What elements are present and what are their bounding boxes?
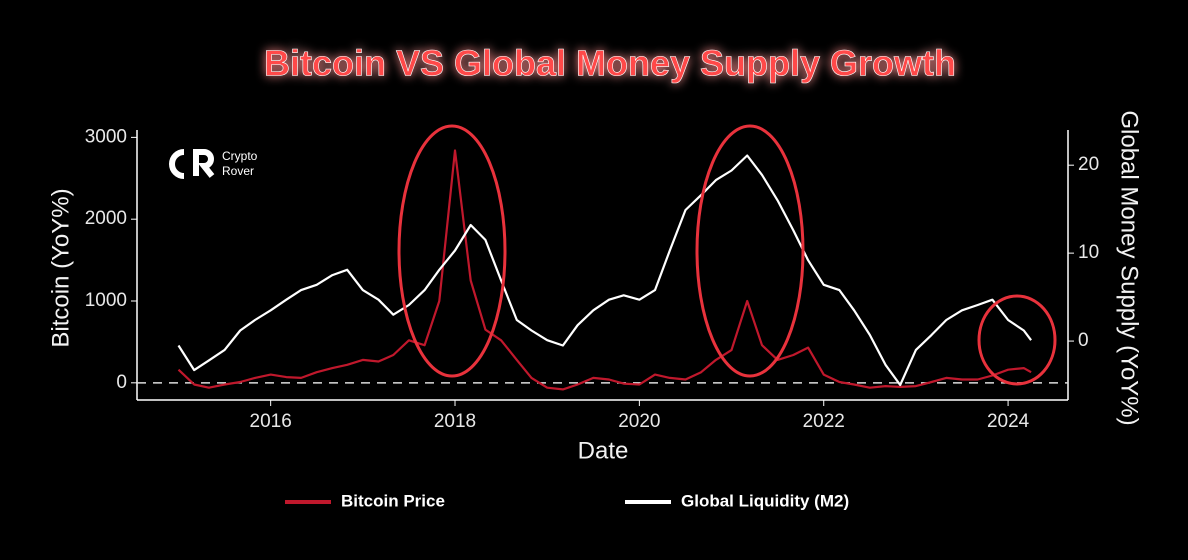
y2-tick-label: 0 [1078,330,1089,351]
y-tick-label: 2000 [85,208,127,229]
logo-mark [169,149,185,179]
legend-label: Bitcoin Price [341,491,445,510]
x-axis-title: Date [578,437,629,464]
chart-title: Bitcoin VS Global Money Supply Growth [264,43,956,84]
y-tick-label: 0 [116,372,127,393]
x-tick-label: 2022 [803,411,845,432]
logo-text: Rover [222,164,254,178]
highlight-ellipse [397,124,507,378]
x-tick-label: 2018 [434,411,476,432]
y2-tick-label: 20 [1078,154,1099,175]
legend-label: Global Liquidity (M2) [681,491,849,510]
x-tick-label: 2024 [987,411,1030,432]
x-tick-label: 2016 [250,411,292,432]
series-line [177,154,1032,387]
y-tick-label: 3000 [85,126,127,147]
annotations [397,124,1057,386]
logo-mark [193,149,215,178]
highlight-ellipse [695,124,805,378]
logo: Crypto Rover [169,149,258,179]
y-axis-title: Bitcoin (YoY%) [47,188,74,347]
x-tick-label: 2020 [618,411,660,432]
series-line [177,149,1032,391]
logo-text: Crypto [222,149,258,163]
y-tick-label: 1000 [85,290,127,311]
y2-tick-label: 10 [1078,242,1099,263]
highlight-ellipse [977,294,1057,386]
y2-axis-title: Global Money Supply (YoY%) [1116,110,1143,425]
